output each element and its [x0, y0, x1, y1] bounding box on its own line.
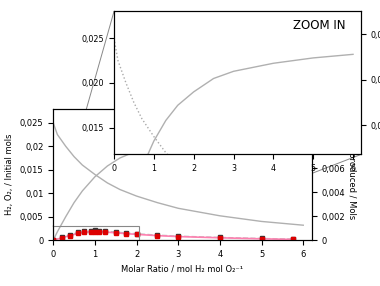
- Y-axis label: H₂, O₂, / Initial mols: H₂, O₂, / Initial mols: [5, 134, 14, 215]
- Y-axis label: H₂O₂ produced / Mols: H₂O₂ produced / Mols: [347, 130, 356, 219]
- Bar: [53, 226, 139, 240]
- Text: ZOOM IN: ZOOM IN: [293, 19, 345, 31]
- X-axis label: Molar Ratio / mol H₂ mol O₂⁻¹: Molar Ratio / mol H₂ mol O₂⁻¹: [121, 265, 244, 273]
